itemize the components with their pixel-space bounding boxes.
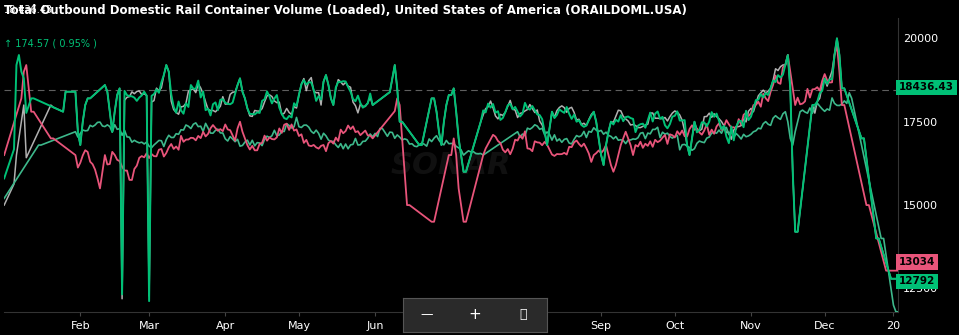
Text: 12792: 12792 bbox=[899, 276, 935, 286]
Text: ↑ 174.57 ( 0.95% ): ↑ 174.57 ( 0.95% ) bbox=[4, 39, 97, 49]
Text: —: — bbox=[420, 309, 433, 321]
Text: 18436.43: 18436.43 bbox=[899, 82, 954, 92]
Text: 18,436.43: 18,436.43 bbox=[4, 5, 53, 15]
Text: ⛶: ⛶ bbox=[519, 308, 526, 321]
Text: 13034: 13034 bbox=[899, 257, 935, 267]
Text: SONAR: SONAR bbox=[391, 150, 511, 180]
Text: Total Outbound Domestic Rail Container Volume (Loaded), United States of America: Total Outbound Domestic Rail Container V… bbox=[4, 4, 687, 17]
Text: +: + bbox=[468, 308, 481, 322]
